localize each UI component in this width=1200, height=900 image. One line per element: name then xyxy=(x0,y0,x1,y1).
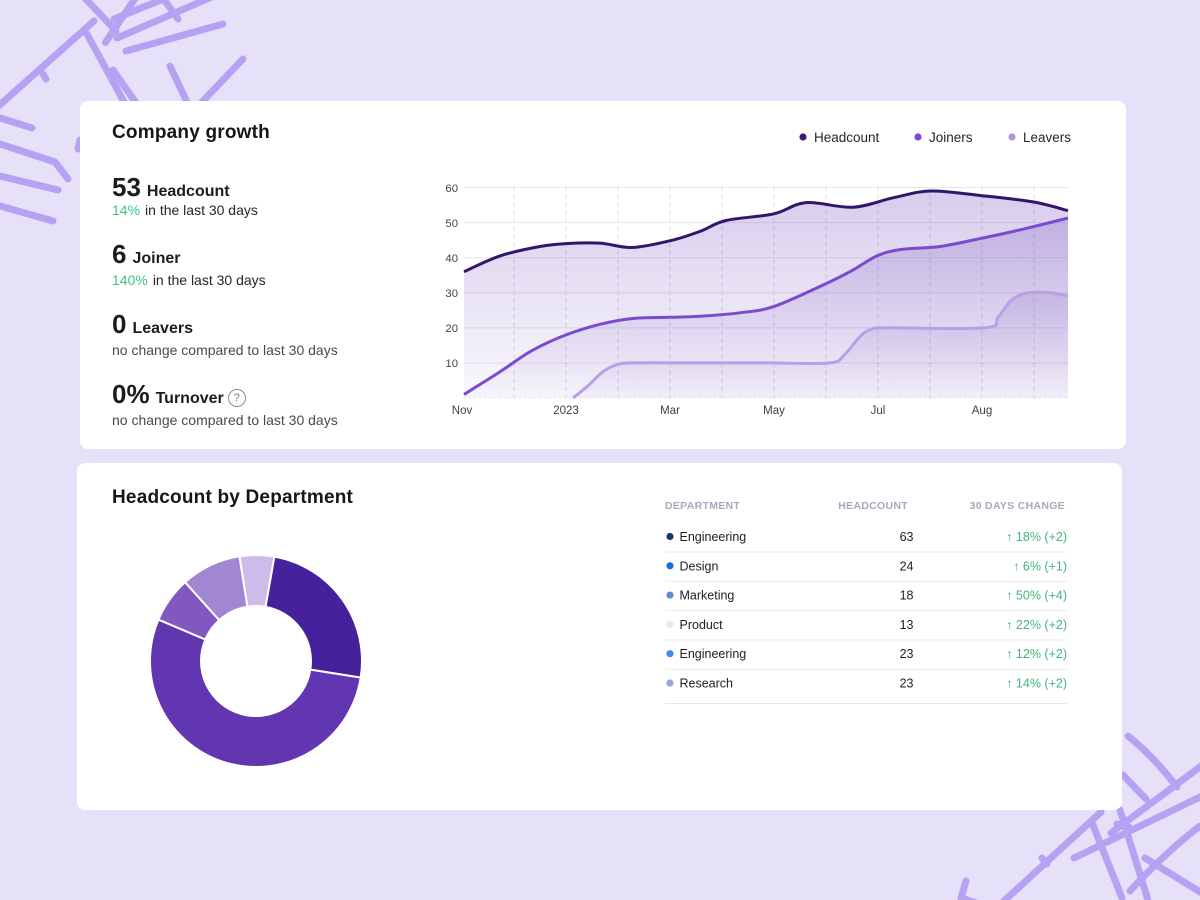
svg-text:10: 10 xyxy=(445,358,458,370)
svg-text:↑ 6% (+1): ↑ 6% (+1) xyxy=(1013,559,1067,573)
svg-text:24: 24 xyxy=(900,559,914,573)
svg-text:30: 30 xyxy=(445,288,458,300)
svg-text:40: 40 xyxy=(445,253,458,265)
svg-text:Product: Product xyxy=(680,618,724,632)
svg-text:Headcount: Headcount xyxy=(814,130,880,145)
svg-text:50: 50 xyxy=(445,218,458,230)
svg-text:May: May xyxy=(763,405,785,417)
svg-text:13: 13 xyxy=(900,618,914,632)
svg-text:20: 20 xyxy=(445,323,458,335)
svg-text:23: 23 xyxy=(900,647,914,661)
svg-text:18: 18 xyxy=(900,589,914,603)
svg-text:Leavers: Leavers xyxy=(1023,130,1071,145)
svg-text:↑ 22% (+2): ↑ 22% (+2) xyxy=(1006,618,1067,632)
svg-text:↑ 50% (+4): ↑ 50% (+4) xyxy=(1006,589,1067,603)
svg-text:63: 63 xyxy=(900,530,914,544)
svg-text:↑ 12% (+2): ↑ 12% (+2) xyxy=(1006,647,1067,661)
svg-text:Nov: Nov xyxy=(452,405,473,417)
svg-text:↑ 18% (+2): ↑ 18% (+2) xyxy=(1006,530,1067,544)
svg-text:↑ 14% (+2): ↑ 14% (+2) xyxy=(1006,677,1067,691)
svg-text:DEPARTMENT: DEPARTMENT xyxy=(665,500,740,512)
svg-text:Engineering: Engineering xyxy=(680,647,747,661)
svg-text:Engineering: Engineering xyxy=(680,530,747,544)
svg-text:Design: Design xyxy=(680,559,719,573)
svg-text:Mar: Mar xyxy=(660,405,680,417)
svg-text:HEADCOUNT: HEADCOUNT xyxy=(838,500,908,512)
svg-text:Research: Research xyxy=(680,677,734,691)
svg-text:Joiners: Joiners xyxy=(929,130,973,145)
svg-text:Jul: Jul xyxy=(871,405,886,417)
svg-text:23: 23 xyxy=(900,677,914,691)
svg-text:30 DAYS CHANGE: 30 DAYS CHANGE xyxy=(970,500,1065,512)
svg-text:Aug: Aug xyxy=(972,405,992,417)
svg-text:60: 60 xyxy=(445,183,458,195)
svg-text:Marketing: Marketing xyxy=(680,589,735,603)
svg-text:2023: 2023 xyxy=(553,405,579,417)
